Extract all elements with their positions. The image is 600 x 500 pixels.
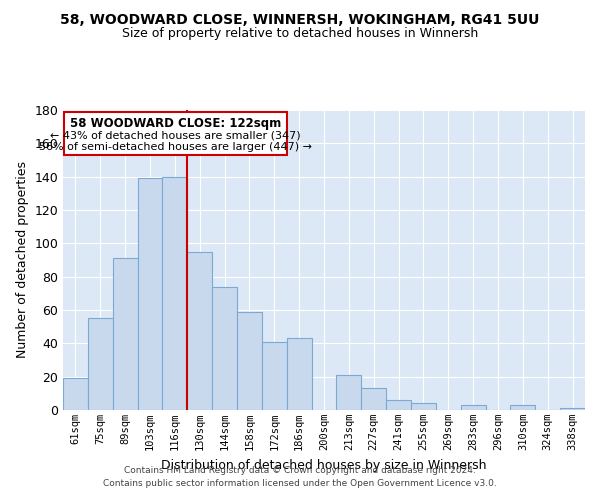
Bar <box>361 388 386 410</box>
Bar <box>237 312 262 410</box>
Text: Size of property relative to detached houses in Winnersh: Size of property relative to detached ho… <box>122 28 478 40</box>
Text: 58 WOODWARD CLOSE: 122sqm: 58 WOODWARD CLOSE: 122sqm <box>70 118 281 130</box>
Text: 58, WOODWARD CLOSE, WINNERSH, WOKINGHAM, RG41 5UU: 58, WOODWARD CLOSE, WINNERSH, WOKINGHAM,… <box>61 12 539 26</box>
Bar <box>88 318 113 410</box>
Bar <box>262 342 287 410</box>
Y-axis label: Number of detached properties: Number of detached properties <box>16 162 29 358</box>
Bar <box>187 252 212 410</box>
Bar <box>113 258 137 410</box>
FancyBboxPatch shape <box>64 112 287 155</box>
Bar <box>137 178 163 410</box>
Bar <box>212 286 237 410</box>
Text: 56% of semi-detached houses are larger (447) →: 56% of semi-detached houses are larger (… <box>39 142 312 152</box>
Bar <box>386 400 411 410</box>
Bar <box>511 405 535 410</box>
Text: ← 43% of detached houses are smaller (347): ← 43% of detached houses are smaller (34… <box>50 130 301 140</box>
Bar <box>411 404 436 410</box>
Bar <box>461 405 485 410</box>
Text: Contains HM Land Registry data © Crown copyright and database right 2024.
Contai: Contains HM Land Registry data © Crown c… <box>103 466 497 487</box>
Bar <box>63 378 88 410</box>
Bar <box>560 408 585 410</box>
Bar <box>163 176 187 410</box>
X-axis label: Distribution of detached houses by size in Winnersh: Distribution of detached houses by size … <box>161 458 487 471</box>
Bar <box>287 338 311 410</box>
Bar <box>337 375 361 410</box>
